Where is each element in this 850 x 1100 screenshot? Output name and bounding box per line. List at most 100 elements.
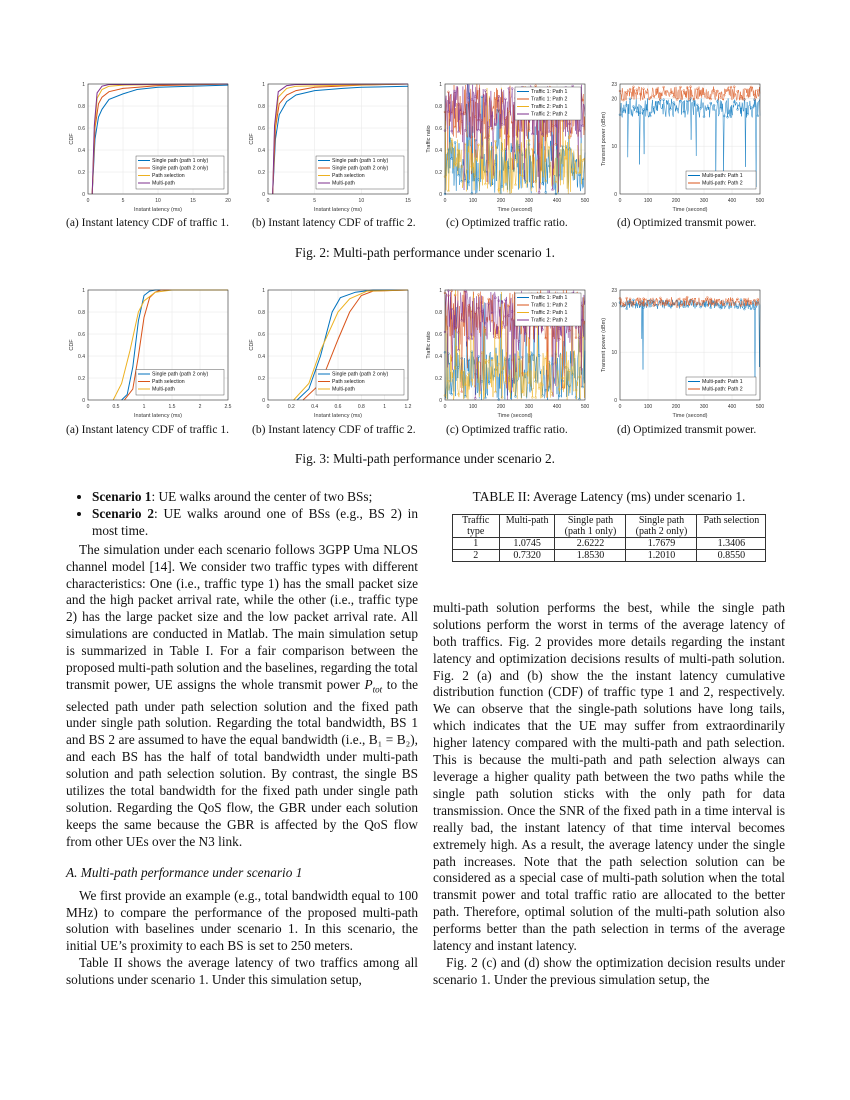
x-tick-label: 1 [383, 404, 386, 410]
series-marker [722, 303, 726, 307]
series-marker [578, 336, 581, 339]
series-marker [692, 300, 696, 303]
series-marker [659, 91, 662, 95]
series-marker [625, 104, 628, 107]
x-tick-label: 300 [700, 198, 709, 204]
paragraph-results: multi-path solution performs the best, w… [433, 599, 785, 954]
series-line [619, 86, 761, 102]
x-axis-label: Time (second) [498, 207, 533, 213]
x-tick-label: 500 [581, 198, 590, 204]
series-marker [749, 300, 753, 303]
plot-area [272, 83, 409, 195]
series-marker [685, 86, 689, 89]
series-marker [521, 390, 524, 393]
x-tick-label: 5 [122, 198, 125, 204]
series-marker [739, 304, 743, 307]
series-marker [659, 296, 662, 300]
x-tick-label: 100 [644, 198, 653, 204]
y-tick-label: 0.6 [78, 332, 85, 338]
series-marker [638, 111, 642, 114]
series-marker [568, 122, 571, 126]
series-marker [689, 85, 692, 88]
x-tick-label: 200 [672, 404, 681, 410]
series-marker [675, 98, 679, 101]
axes-box [444, 83, 586, 195]
series-marker [574, 159, 578, 163]
x-axis-label: Instant latency (ms) [314, 413, 362, 419]
series-marker [497, 188, 500, 191]
x-tick-label: 0 [87, 198, 90, 204]
series-marker [689, 299, 692, 302]
x-tick-label: 300 [700, 404, 709, 410]
series-marker [514, 375, 517, 379]
series-marker [645, 304, 649, 307]
legend-entry: Traffic 2: Path 1 [531, 104, 567, 110]
series-marker [649, 301, 652, 305]
x-tick-label: 500 [756, 404, 765, 410]
series-marker [470, 192, 474, 195]
series-line [444, 86, 586, 195]
series-marker [500, 301, 504, 304]
axes-box [444, 289, 586, 401]
y-tick-label: 1 [262, 288, 265, 294]
series-marker [531, 396, 534, 399]
y-axis-label: Transmit power (dBm) [601, 112, 607, 166]
series-marker [453, 90, 457, 93]
series-marker [736, 108, 739, 111]
series-marker [652, 304, 655, 307]
series-marker [467, 96, 470, 99]
series-marker [487, 297, 490, 301]
series-marker [537, 387, 541, 390]
series-marker [517, 144, 521, 147]
legend-entry: Traffic 2: Path 2 [531, 318, 567, 324]
series-marker [463, 142, 467, 146]
legend: Multi-path: Path 1 Multi-path: Path 2 [685, 170, 757, 190]
series-marker [504, 381, 507, 384]
legend-entry: Single path (path 2 only) [332, 372, 389, 378]
series-marker [490, 319, 494, 323]
series-marker [655, 299, 659, 302]
series-marker [712, 89, 716, 92]
series-marker [716, 89, 719, 93]
series-marker [685, 295, 689, 299]
paragraph-setup: The simulation under each scenario follo… [66, 541, 418, 849]
y-tick-label: 0 [439, 398, 442, 404]
series-marker [504, 97, 507, 101]
legend-entry: Traffic 1: Path 2 [531, 97, 567, 103]
series-marker [665, 302, 669, 306]
series-marker [581, 124, 584, 127]
series-marker [672, 302, 675, 305]
series-marker [622, 110, 625, 113]
legend-box [685, 170, 757, 190]
series-marker [497, 299, 500, 302]
series-marker [507, 304, 511, 308]
series-marker [541, 394, 544, 397]
series-marker [716, 303, 719, 307]
series-marker [453, 125, 457, 129]
fig2d-subcaption: (d) Optimized transmit power. [617, 217, 757, 229]
series-marker [480, 310, 484, 313]
series-marker [490, 127, 494, 131]
y-tick-label: 0 [614, 398, 617, 404]
series-marker [632, 301, 635, 304]
series-marker [494, 140, 497, 143]
x-tick-label: 400 [553, 404, 562, 410]
fig2c-subcaption: (c) Optimized traffic ratio. [446, 217, 568, 229]
y-axis-label: CDF [69, 339, 75, 351]
series-marker [682, 298, 686, 301]
series-marker [719, 96, 723, 99]
series-marker [524, 332, 527, 335]
series-marker [510, 120, 514, 124]
series-marker [753, 299, 756, 302]
plot-area [91, 83, 229, 195]
y-tick-label: 0.6 [258, 126, 265, 132]
x-tick-label: 2.5 [225, 404, 232, 410]
series-marker [460, 165, 463, 168]
series-marker [447, 90, 450, 94]
series-marker [682, 89, 686, 92]
series-marker [729, 115, 733, 118]
legend-entry: Traffic 1: Path 2 [531, 303, 567, 309]
legend-entry: Multi-path: Path 1 [702, 173, 743, 179]
series-marker [628, 87, 632, 91]
